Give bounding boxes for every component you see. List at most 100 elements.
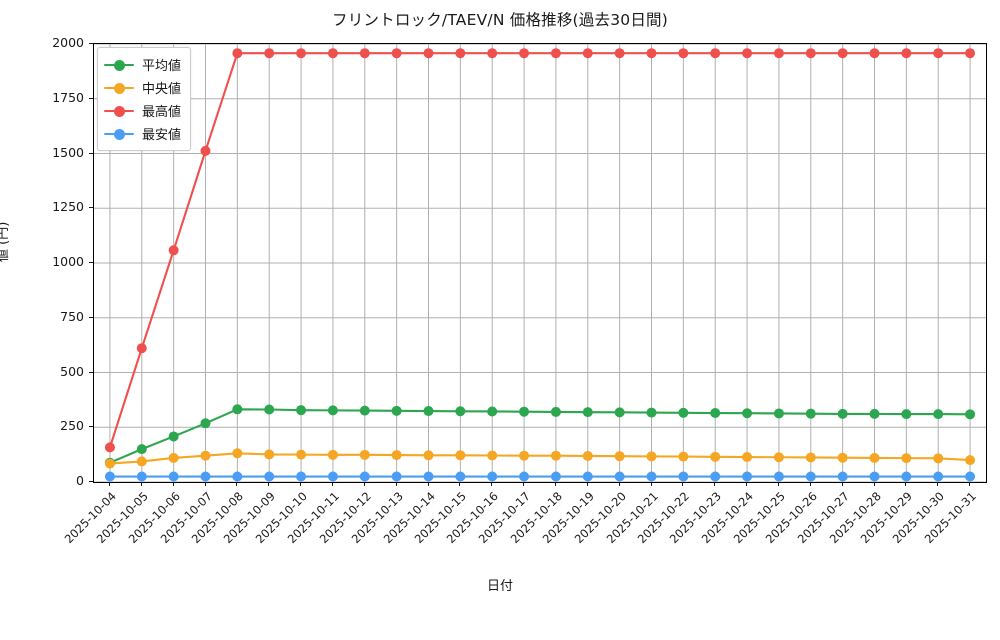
data-point-marker	[805, 408, 816, 419]
data-point-marker	[646, 407, 657, 418]
series-line	[108, 452, 972, 465]
legend-item[interactable]: 最高値	[104, 99, 181, 122]
y-axis-tick-label: 500	[60, 363, 84, 379]
y-axis-tick-label: 750	[60, 308, 84, 324]
data-point-marker	[327, 449, 338, 460]
data-point-marker	[550, 406, 561, 417]
x-axis-tick-mark	[363, 482, 365, 486]
data-point-marker	[391, 405, 402, 416]
data-point-marker	[104, 442, 115, 453]
y-axis-tick-mark	[89, 97, 93, 99]
data-point-marker	[614, 471, 625, 482]
chart-title: フリントロック/TAEV/N 価格推移(過去30日間)	[332, 11, 668, 29]
data-point-marker	[678, 407, 689, 418]
data-point-marker	[264, 449, 275, 460]
x-axis-tick-mark	[969, 482, 971, 486]
data-point-marker	[200, 418, 211, 429]
x-axis-tick-mark	[268, 482, 270, 486]
legend-item-label: 平均値	[142, 59, 182, 74]
data-point-marker	[965, 48, 976, 59]
data-point-marker	[837, 452, 848, 463]
data-point-marker	[965, 471, 976, 482]
y-axis-tick-mark	[89, 371, 93, 373]
data-point-marker	[264, 48, 275, 59]
data-point-marker	[710, 451, 721, 462]
data-point-marker	[136, 444, 147, 455]
y-axis-tick-label: 1250	[52, 199, 84, 215]
data-point-marker	[391, 471, 402, 482]
y-axis-tick-label: 250	[60, 418, 84, 434]
data-point-marker	[933, 409, 944, 420]
plot-area	[93, 43, 987, 483]
data-point-marker	[296, 405, 307, 416]
data-point-marker	[519, 450, 530, 461]
data-point-marker	[582, 450, 593, 461]
data-point-marker	[104, 471, 115, 482]
data-point-marker	[519, 48, 530, 59]
data-point-marker	[168, 471, 179, 482]
y-axis-tick-label: 1000	[52, 254, 84, 269]
y-axis-tick-label: 2000	[52, 35, 84, 50]
data-point-marker	[933, 48, 944, 59]
data-point-marker	[359, 48, 370, 59]
x-axis-tick-mark	[905, 482, 907, 486]
data-point-marker	[646, 48, 657, 59]
data-point-marker	[742, 48, 753, 59]
data-point-marker	[423, 48, 434, 59]
plot-svg	[94, 44, 986, 482]
data-point-marker	[264, 471, 275, 482]
data-point-marker	[423, 406, 434, 417]
data-point-marker	[646, 451, 657, 462]
data-point-marker	[773, 408, 784, 419]
data-point-marker	[646, 471, 657, 482]
data-point-marker	[773, 471, 784, 482]
series-layer	[104, 48, 976, 482]
data-point-marker	[487, 471, 498, 482]
data-point-marker	[168, 431, 179, 442]
data-point-marker	[200, 471, 211, 482]
y-axis-tick-mark	[89, 426, 93, 428]
data-point-marker	[901, 453, 912, 464]
data-point-marker	[550, 48, 561, 59]
data-point-marker	[837, 471, 848, 482]
x-axis-tick-mark	[300, 482, 302, 486]
x-axis-tick-mark	[746, 482, 748, 486]
chart-legend: 平均値中央値最高値最安値	[97, 47, 192, 151]
legend-item[interactable]: 最安値	[104, 122, 181, 145]
data-point-marker	[773, 48, 784, 59]
data-point-marker	[136, 471, 147, 482]
data-point-marker	[582, 471, 593, 482]
data-point-marker	[327, 471, 338, 482]
x-axis-tick-mark	[873, 482, 875, 486]
data-point-marker	[678, 451, 689, 462]
y-axis-tick-mark	[89, 481, 93, 482]
legend-color-swatch	[104, 58, 134, 72]
data-point-marker	[742, 471, 753, 482]
data-point-marker	[837, 408, 848, 419]
legend-item-label: 最高値	[142, 105, 182, 120]
data-point-marker	[710, 48, 721, 59]
y-axis-tick-mark	[89, 262, 93, 263]
data-point-marker	[582, 48, 593, 59]
data-point-marker	[519, 406, 530, 417]
x-axis-tick-mark	[777, 482, 779, 486]
x-axis-tick-mark	[108, 482, 110, 486]
data-point-marker	[296, 471, 307, 482]
x-axis-tick-mark	[523, 482, 525, 486]
legend-color-swatch	[104, 81, 134, 95]
legend-item[interactable]: 中央値	[104, 76, 181, 99]
legend-item[interactable]: 平均値	[104, 53, 181, 76]
y-axis-tick-mark	[89, 43, 93, 44]
data-point-marker	[455, 450, 466, 461]
x-axis-tick-mark	[491, 482, 493, 486]
data-point-marker	[933, 471, 944, 482]
x-axis-tick-mark	[459, 482, 461, 486]
x-axis-tick-mark	[172, 482, 174, 486]
data-point-marker	[837, 48, 848, 59]
y-axis-tick-mark	[89, 207, 93, 209]
y-axis-tick-label: 1750	[52, 89, 84, 105]
x-axis-tick-mark	[841, 482, 843, 486]
y-axis-tick-mark	[89, 152, 93, 154]
data-point-marker	[550, 471, 561, 482]
data-point-marker	[933, 453, 944, 464]
